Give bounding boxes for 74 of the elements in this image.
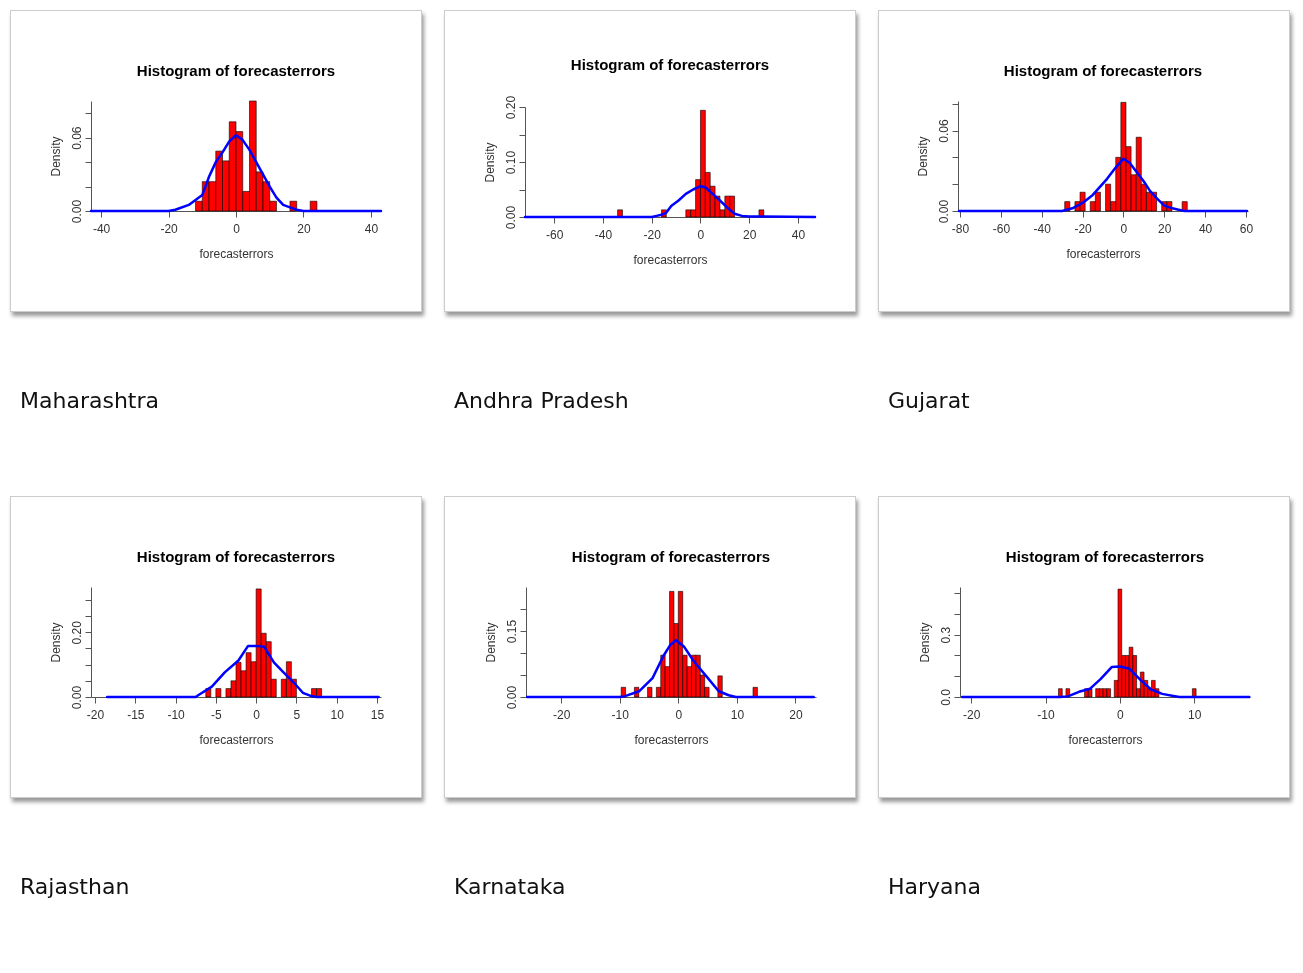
y-tick-label: 0.00 xyxy=(504,685,519,709)
text: Haryana xyxy=(888,874,981,899)
x-tick-label: 0 xyxy=(233,221,241,236)
x-axis-title: forecasterrors xyxy=(634,732,709,746)
x-tick-label: -40 xyxy=(1033,221,1051,235)
y-tick-label: 0.06 xyxy=(936,118,950,143)
chart-title: Histogram of forecasterrors xyxy=(1003,61,1202,79)
x-tick-label: 0 xyxy=(675,707,683,721)
x-tick-label: -40 xyxy=(594,227,613,241)
x-axis-title: forecasterrors xyxy=(1067,732,1143,746)
x-tick-label: -20 xyxy=(552,707,571,721)
x-tick-label: 10 xyxy=(730,707,745,721)
x-tick-label: -20 xyxy=(86,707,105,721)
chart-title: Histogram of forecasterrors xyxy=(136,547,335,565)
x-tick-label: 5 xyxy=(293,707,301,721)
x-tick-label: -60 xyxy=(992,221,1010,235)
y-axis-title: Density xyxy=(482,141,497,183)
y-axis-title: Density xyxy=(48,621,62,663)
x-tick-label: -15 xyxy=(126,707,145,721)
x-tick-label: -40 xyxy=(92,221,111,236)
x-axis-title: forecasterrors xyxy=(198,732,274,746)
y-axis-title: Density xyxy=(915,135,929,177)
x-axis-title: forecasterrors xyxy=(1065,246,1141,260)
x-tick-label: 0 xyxy=(1116,707,1124,721)
x-tick-label: -80 xyxy=(951,221,970,235)
y-axis-title: Density xyxy=(48,136,63,177)
x-tick-label: -20 xyxy=(1073,221,1092,235)
x-tick-label: 0 xyxy=(697,227,705,241)
chart-title: Histogram of forecasterrors xyxy=(570,55,770,73)
chart-title: Histogram of forecasterrors xyxy=(571,547,771,565)
x-tick-label: 10 xyxy=(1187,707,1202,721)
x-tick-label: 0 xyxy=(252,707,260,721)
x-tick-label: -20 xyxy=(160,221,179,236)
y-tick-label: 0.00 xyxy=(936,199,950,223)
x-tick-label: -60 xyxy=(546,227,564,241)
x-tick-label: 20 xyxy=(297,221,311,236)
x-tick-label: -5 xyxy=(210,707,222,721)
x-tick-label: 60 xyxy=(1239,221,1253,235)
y-tick-label: 0.3 xyxy=(938,626,952,644)
x-tick-label: 40 xyxy=(1198,221,1213,235)
text: Maharashtra xyxy=(20,388,159,413)
y-tick-label: 0.00 xyxy=(503,205,518,229)
x-tick-label: -10 xyxy=(611,707,630,721)
x-tick-label: 20 xyxy=(1157,221,1172,235)
x-tick-label: 40 xyxy=(791,227,806,241)
y-tick-label: 0.00 xyxy=(69,685,83,709)
chart-title: Histogram of forecasterrors xyxy=(136,61,336,79)
y-tick-label: 0.20 xyxy=(69,620,83,644)
text: Andhra Pradesh xyxy=(454,388,629,413)
y-tick-label: 0.06 xyxy=(69,126,84,150)
y-tick-label: 0.15 xyxy=(504,619,519,643)
y-tick-label: 0.10 xyxy=(503,150,518,174)
y-tick-label: 0.00 xyxy=(69,199,84,224)
x-tick-label: 15 xyxy=(370,707,384,721)
y-axis-title: Density xyxy=(483,621,498,663)
x-tick-label: 0 xyxy=(1120,221,1128,235)
x-axis-title: forecasterrors xyxy=(199,246,274,261)
x-tick-label: 20 xyxy=(743,227,757,241)
x-tick-label: 10 xyxy=(330,707,344,721)
x-tick-label: -10 xyxy=(1036,707,1055,721)
x-tick-label: 20 xyxy=(789,707,803,721)
y-axis-title: Density xyxy=(917,621,931,663)
x-tick-label: 40 xyxy=(364,221,379,236)
x-tick-label: -20 xyxy=(962,707,981,721)
chart-title: Histogram of forecasterrors xyxy=(1005,547,1204,565)
text: Rajasthan xyxy=(20,874,130,899)
x-tick-label: -10 xyxy=(166,707,185,721)
line-series xyxy=(105,644,380,698)
x-axis-title: forecasterrors xyxy=(633,252,708,266)
text: Gujarat xyxy=(888,388,970,413)
x-tick-label: -20 xyxy=(643,227,662,241)
y-tick-label: 0.20 xyxy=(503,95,518,119)
y-tick-label: 0.0 xyxy=(938,688,952,706)
text: Karnataka xyxy=(454,874,566,899)
